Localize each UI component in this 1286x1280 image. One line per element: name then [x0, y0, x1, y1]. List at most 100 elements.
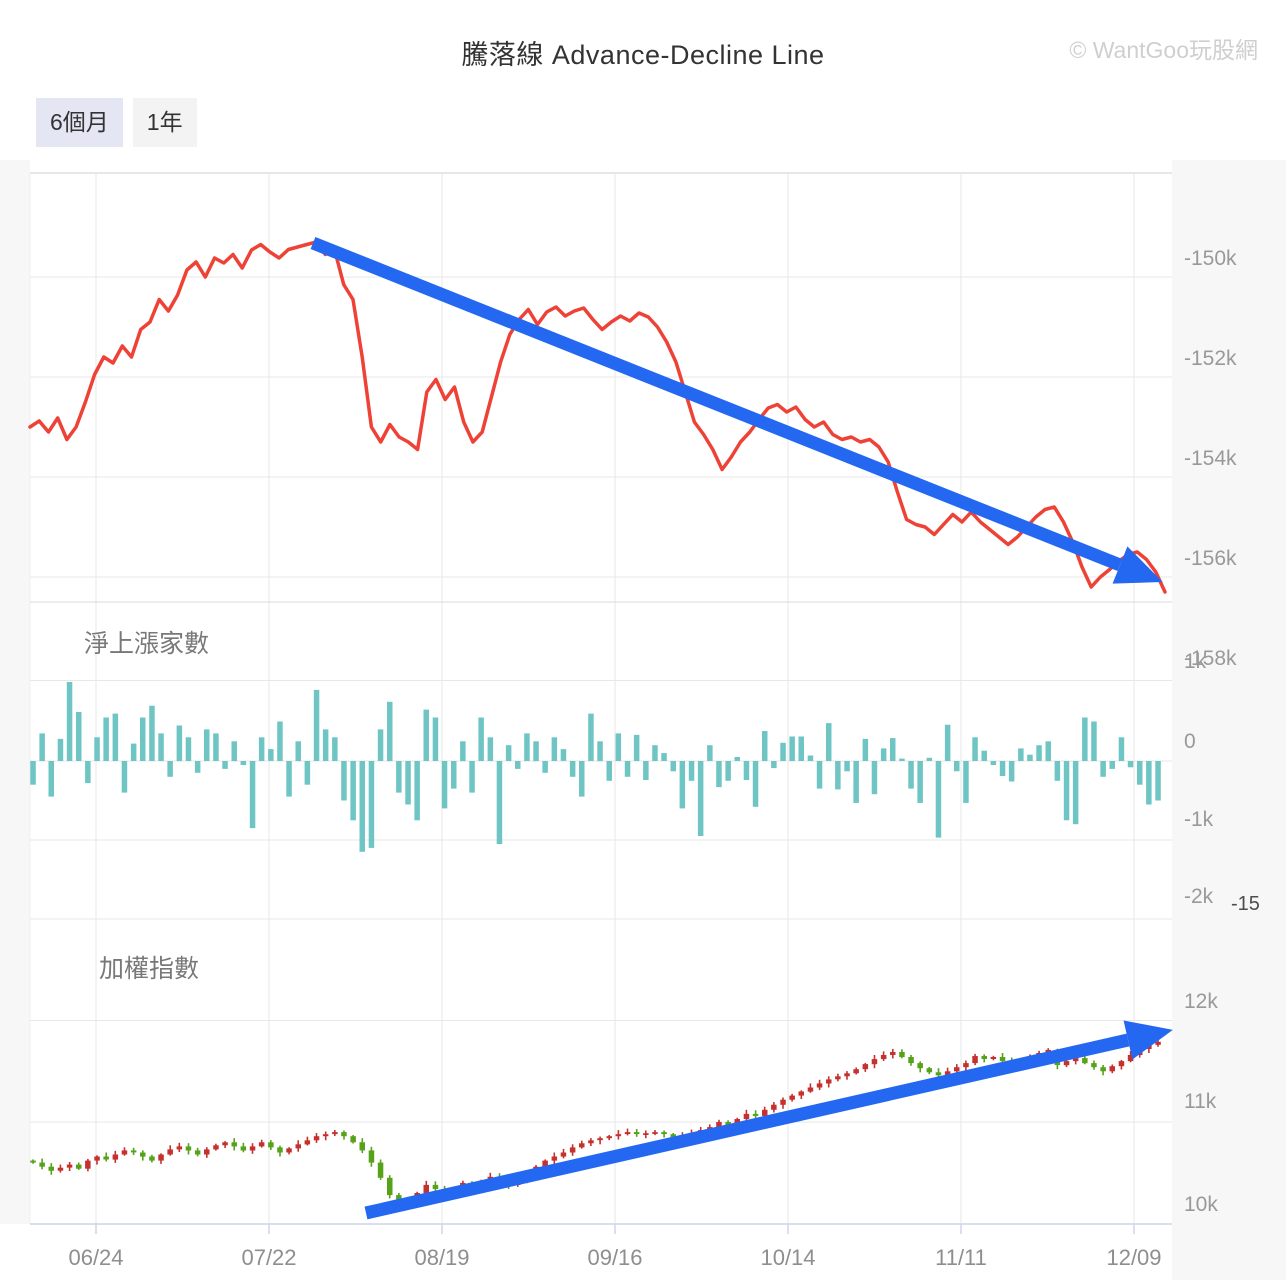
- y-axis-label: -154k: [1184, 447, 1237, 470]
- candle-body: [304, 1140, 311, 1145]
- net-advance-bar: [643, 761, 649, 780]
- net-advance-bar: [94, 737, 100, 761]
- net-advance-bar: [871, 761, 878, 795]
- x-axis-label: 06/24: [68, 1245, 124, 1270]
- net-advance-bar: [688, 761, 695, 781]
- candle-body: [844, 1073, 850, 1077]
- candle-body: [277, 1147, 283, 1153]
- candle-body: [194, 1150, 201, 1155]
- net-advance-bar: [890, 738, 896, 761]
- candle-body: [725, 1122, 731, 1125]
- candle-body: [350, 1136, 356, 1143]
- candle-body: [862, 1064, 869, 1070]
- candle-body: [762, 1109, 768, 1116]
- candle-body: [826, 1079, 832, 1084]
- x-axis-label: 11/11: [935, 1245, 987, 1270]
- candle-body: [1109, 1066, 1115, 1072]
- candle-body: [322, 1134, 329, 1137]
- net-advance-bar: [350, 761, 356, 821]
- net-advance-bar: [396, 761, 402, 793]
- net-advance-bar: [414, 761, 420, 821]
- candle-body: [1072, 1058, 1079, 1062]
- net-advance-bar: [76, 712, 82, 761]
- candle-body: [798, 1091, 804, 1096]
- net-advance-bar: [103, 717, 109, 761]
- net-advance-bar: [313, 689, 320, 761]
- candle-body: [121, 1150, 128, 1155]
- candle-body: [249, 1146, 256, 1151]
- trend-arrow-uptrend-head: [1123, 1020, 1173, 1060]
- candle-body: [185, 1146, 192, 1151]
- candle-body: [48, 1166, 54, 1171]
- net-advance-bar: [789, 736, 795, 761]
- candle-body: [1118, 1061, 1125, 1067]
- candle-body: [341, 1132, 347, 1137]
- net-advance-bar: [633, 734, 640, 761]
- net-advance-bar: [432, 717, 439, 761]
- candle-body: [926, 1068, 933, 1073]
- candle-body: [588, 1140, 594, 1144]
- range-button-6-months[interactable]: 6個月: [36, 98, 123, 147]
- net-advance-bar: [469, 761, 475, 793]
- plot-gutter-right: [1172, 160, 1286, 1280]
- net-advance-bar: [423, 709, 429, 761]
- net-advance-bar: [121, 761, 128, 793]
- net-advance-bar: [743, 761, 750, 780]
- net-advance-bar: [30, 761, 36, 785]
- candle-body: [789, 1095, 795, 1100]
- net-advance-bar: [295, 741, 301, 762]
- net-advance-bar: [835, 761, 841, 790]
- candle-body: [432, 1184, 439, 1189]
- net-advance-bar: [341, 761, 347, 801]
- net-advance-bar: [322, 729, 329, 761]
- candle-body: [560, 1152, 567, 1157]
- net-advance-bar: [853, 761, 859, 803]
- net-advance-bar: [844, 761, 850, 772]
- range-button-1-year[interactable]: 1年: [132, 98, 197, 147]
- candle-body: [76, 1164, 82, 1169]
- net-advance-bar: [697, 761, 704, 836]
- net-advance-bar: [899, 758, 905, 761]
- plot-gutter-left: [0, 160, 30, 1224]
- candle-body: [176, 1146, 183, 1150]
- net-advance-bar: [725, 761, 731, 781]
- net-advance-bar: [862, 738, 869, 761]
- net-advance-bar: [1018, 748, 1024, 761]
- net-advance-bar: [368, 761, 375, 848]
- net-advance-bar: [707, 745, 713, 761]
- candle-body: [313, 1136, 320, 1141]
- candle-body: [140, 1152, 146, 1157]
- net-advance-bar: [652, 745, 658, 761]
- net-advance-bar: [917, 761, 923, 803]
- candle-body: [130, 1150, 137, 1153]
- candle-body: [240, 1146, 247, 1151]
- net-advance-bar: [771, 761, 777, 769]
- net-advance-bar: [185, 737, 192, 761]
- net-advance-bar: [158, 733, 164, 761]
- candle-body: [359, 1142, 365, 1151]
- net-advance-bar: [981, 750, 987, 761]
- net-advance-bar: [112, 713, 119, 761]
- net-advance-bar: [66, 682, 73, 761]
- candle-body: [890, 1052, 896, 1055]
- y-axis-label: -150k: [1184, 247, 1237, 270]
- net-advance-bar: [1072, 761, 1079, 825]
- candle-body: [670, 1134, 676, 1139]
- net-advance-bar: [1155, 761, 1161, 801]
- net-advance-bar: [569, 761, 576, 777]
- net-advance-bar: [1027, 754, 1033, 761]
- net-advance-bar: [908, 761, 914, 789]
- net-advance-bar: [944, 724, 951, 761]
- net-advance-bar: [1045, 741, 1051, 762]
- candle-body: [57, 1167, 64, 1171]
- net-advance-bar: [268, 749, 274, 761]
- y-axis-label: 0: [1184, 730, 1196, 753]
- y-axis-label: 12k: [1184, 990, 1218, 1013]
- net-advance-bar: [807, 755, 814, 761]
- net-advance-bar: [762, 731, 768, 761]
- candle-body: [149, 1156, 155, 1161]
- net-advance-bar: [1127, 761, 1134, 768]
- net-advance-bar: [487, 737, 494, 761]
